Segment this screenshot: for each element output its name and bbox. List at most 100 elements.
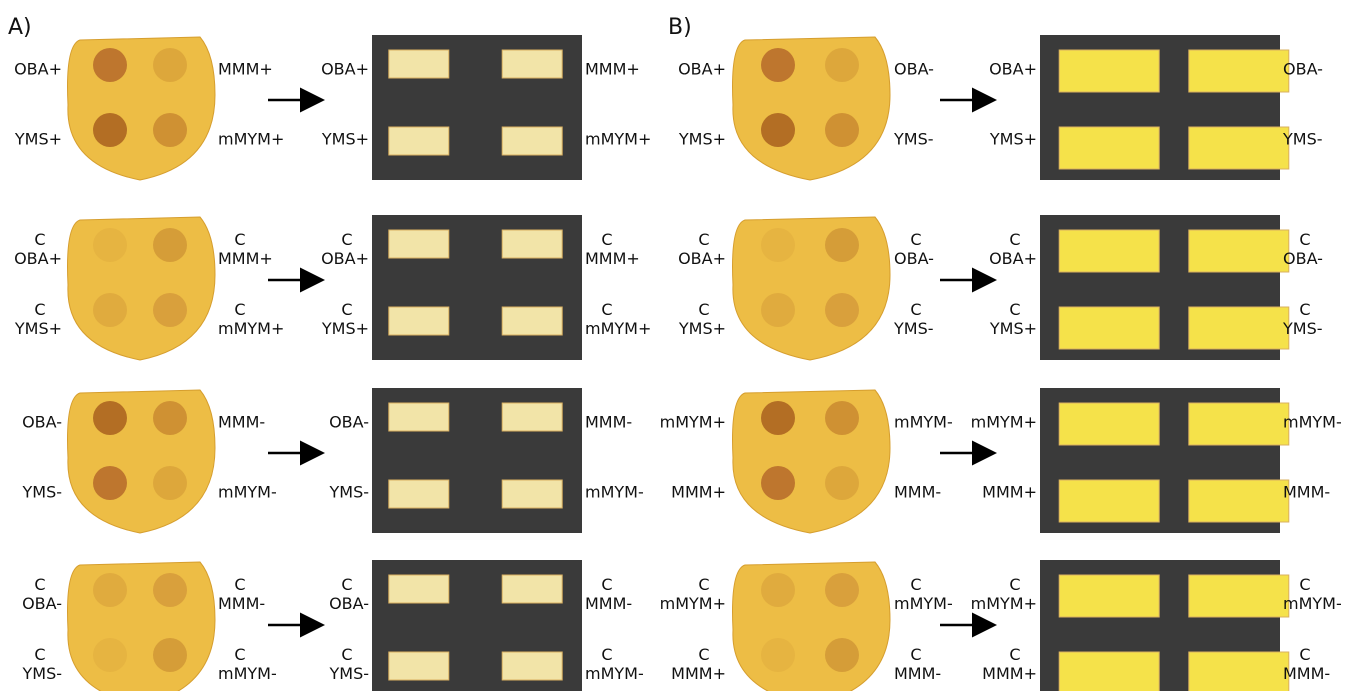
sample-label: mMYM-	[585, 483, 644, 502]
sample-label: C	[34, 300, 45, 319]
sample-label: OBA+	[989, 249, 1037, 268]
sample-label: C	[1299, 645, 1310, 664]
tuber-piece	[502, 50, 562, 78]
sample-label: mMYM-	[894, 594, 953, 613]
sample-label: C	[341, 230, 352, 249]
sample-label: C	[698, 300, 709, 319]
sample-label: C	[234, 575, 245, 594]
tuber-piece	[389, 307, 449, 335]
figure: A)OBA+MMM+YMS+mMYM+OBA+MMM+YMS+mMYM+COBA…	[0, 0, 1349, 691]
inoculation-spot	[153, 573, 187, 607]
tuber-piece	[389, 575, 449, 603]
tuber-piece	[1059, 127, 1159, 169]
sample-label: OBA-	[894, 249, 934, 268]
tuber-piece	[1059, 480, 1159, 522]
sample-label: YMS-	[1282, 130, 1323, 149]
sample-label: YMS+	[14, 319, 62, 338]
sample-label: OBA+	[14, 249, 62, 268]
sample-label: YMS-	[21, 664, 62, 683]
tuber-piece	[1059, 403, 1159, 445]
sample-label: C	[1009, 645, 1020, 664]
sample-label: mMYM+	[660, 413, 726, 432]
sample-label: YMS-	[1282, 319, 1323, 338]
sample-label: OBA+	[678, 249, 726, 268]
tuber-slice	[733, 390, 891, 533]
tuber-piece	[389, 403, 449, 431]
inoculation-spot	[761, 113, 795, 147]
tuber-piece	[1189, 652, 1289, 691]
sample-label: C	[34, 645, 45, 664]
tuber-piece	[1059, 307, 1159, 349]
tuber-piece	[1189, 575, 1289, 617]
sample-label: C	[910, 575, 921, 594]
tuber-piece	[502, 127, 562, 155]
tuber-piece	[502, 307, 562, 335]
inoculation-spot	[93, 293, 127, 327]
panel-label: A)	[8, 15, 32, 40]
sample-label: MMM+	[218, 60, 273, 79]
sample-label: YMS+	[678, 319, 726, 338]
sample-label: C	[910, 300, 921, 319]
sample-label: C	[1299, 230, 1310, 249]
tuber-piece	[389, 230, 449, 258]
sample-label: MMM-	[218, 594, 265, 613]
inoculation-spot	[761, 293, 795, 327]
sample-label: OBA+	[678, 60, 726, 79]
inoculation-spot	[93, 48, 127, 82]
sample-label: C	[341, 300, 352, 319]
sample-label: YMS-	[21, 483, 62, 502]
tuber-slice	[733, 37, 891, 180]
sample-label: MMM-	[1283, 664, 1330, 683]
tuber-piece	[502, 230, 562, 258]
sample-label: MMM+	[982, 664, 1037, 683]
inoculation-spot	[825, 573, 859, 607]
sample-label: mMYM-	[218, 664, 277, 683]
sample-label: C	[34, 230, 45, 249]
sample-label: mMYM+	[218, 319, 284, 338]
inoculation-spot	[153, 228, 187, 262]
sample-label: C	[698, 575, 709, 594]
sample-label: MMM-	[585, 413, 632, 432]
sample-label: OBA-	[1283, 60, 1323, 79]
inoculation-spot	[93, 573, 127, 607]
tuber-piece	[389, 480, 449, 508]
tuber-piece	[1189, 403, 1289, 445]
sample-label: OBA+	[989, 60, 1037, 79]
sample-label: OBA-	[22, 413, 62, 432]
sample-label: YMS+	[989, 130, 1037, 149]
sample-label: MMM+	[585, 60, 640, 79]
inoculation-spot	[825, 466, 859, 500]
sample-label: OBA-	[329, 594, 369, 613]
inoculation-spot	[825, 638, 859, 672]
tuber-piece	[502, 403, 562, 431]
sample-label: YMS+	[321, 130, 369, 149]
sample-label: C	[1009, 230, 1020, 249]
sample-label: YMS+	[678, 130, 726, 149]
sample-label: C	[910, 645, 921, 664]
inoculation-spot	[825, 401, 859, 435]
sample-label: YMS-	[893, 130, 934, 149]
sample-label: C	[601, 230, 612, 249]
inoculation-spot	[153, 48, 187, 82]
sample-label: OBA-	[22, 594, 62, 613]
tuber-piece	[1189, 127, 1289, 169]
sample-label: MMM-	[585, 594, 632, 613]
inoculation-spot	[93, 638, 127, 672]
tuber-slice	[68, 562, 216, 691]
tuber-piece	[1059, 230, 1159, 272]
sample-label: OBA+	[14, 60, 62, 79]
inoculation-spot	[825, 293, 859, 327]
sample-label: mMYM+	[660, 594, 726, 613]
sample-label: MMM+	[671, 483, 726, 502]
sample-label: C	[234, 230, 245, 249]
sample-label: C	[910, 230, 921, 249]
sample-label: C	[1299, 300, 1310, 319]
sample-label: YMS+	[989, 319, 1037, 338]
tuber-piece	[1189, 50, 1289, 92]
inoculation-spot	[93, 401, 127, 435]
tuber-piece	[1059, 652, 1159, 691]
sample-label: MMM-	[1283, 483, 1330, 502]
inoculation-spot	[93, 113, 127, 147]
sample-label: mMYM-	[1283, 594, 1342, 613]
inoculation-spot	[153, 293, 187, 327]
